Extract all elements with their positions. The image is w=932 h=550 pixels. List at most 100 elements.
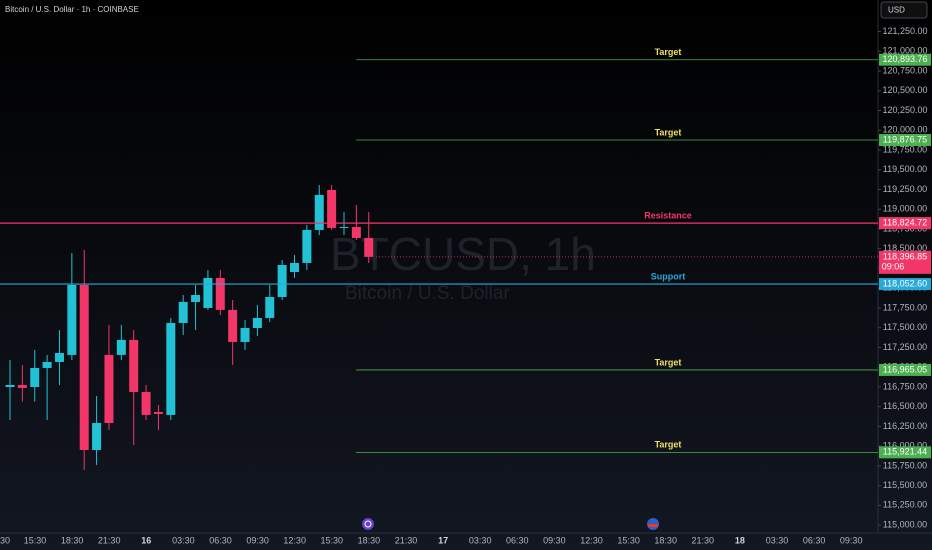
candle-body bbox=[364, 237, 374, 257]
candle-body bbox=[104, 354, 114, 424]
price-badge bbox=[879, 217, 931, 230]
x-tick-label: 03:30 bbox=[469, 535, 492, 545]
candle-body bbox=[67, 284, 77, 355]
x-tick-label: 30 bbox=[0, 535, 10, 545]
price-badge bbox=[879, 363, 931, 376]
candle-body bbox=[240, 328, 250, 342]
price-badge-label: 115,921.44 bbox=[883, 447, 927, 457]
x-tick-label: 21:30 bbox=[98, 535, 121, 545]
x-tick-label: 18:30 bbox=[61, 535, 84, 545]
candle-body bbox=[265, 296, 275, 318]
price-badge bbox=[879, 53, 931, 66]
candle-body bbox=[141, 391, 151, 415]
candle-body bbox=[166, 322, 176, 415]
candle-body bbox=[203, 277, 213, 308]
y-tick-label: 121,000.00 bbox=[882, 46, 927, 56]
candle-body bbox=[129, 339, 139, 392]
price-badge bbox=[879, 134, 931, 147]
candle-body bbox=[17, 384, 27, 388]
level-label: Support bbox=[651, 271, 686, 281]
candle-body bbox=[116, 339, 126, 355]
x-tick-label: 03:30 bbox=[172, 535, 195, 545]
x-tick-label: 03:30 bbox=[766, 535, 789, 545]
y-tick-label: 115,500.00 bbox=[883, 480, 927, 490]
x-tick-label: 12:30 bbox=[580, 535, 603, 545]
watermark-title: BTCUSD, 1h bbox=[330, 228, 596, 280]
y-tick-label: 119,500.00 bbox=[883, 164, 927, 174]
x-tick-label: 06:30 bbox=[803, 535, 826, 545]
last-price-badge bbox=[879, 250, 931, 274]
y-tick-label: 117,500.00 bbox=[883, 322, 927, 332]
candle-body bbox=[228, 309, 238, 342]
candle-body bbox=[79, 284, 89, 451]
price-badge bbox=[879, 278, 931, 291]
x-tick-label: 06:30 bbox=[506, 535, 529, 545]
price-badge-label: 116,965.05 bbox=[883, 364, 927, 374]
x-tick-label: 09:30 bbox=[543, 535, 566, 545]
price-badge-label: 119,876.75 bbox=[883, 134, 927, 144]
y-tick-label: 119,000.00 bbox=[883, 204, 927, 214]
x-tick-label: 17 bbox=[438, 535, 448, 545]
price-badge bbox=[879, 446, 931, 459]
y-tick-label: 121,250.00 bbox=[882, 26, 927, 36]
x-tick-label: 09:30 bbox=[840, 535, 863, 545]
y-tick-label: 119,250.00 bbox=[883, 184, 927, 194]
candle-body bbox=[302, 229, 312, 263]
watermark-subtitle: Bitcoin / U.S. Dollar bbox=[345, 283, 510, 304]
x-tick-label: 16 bbox=[141, 535, 151, 545]
candle-body bbox=[54, 352, 64, 362]
x-tick-label: 21:30 bbox=[692, 535, 715, 545]
candle-body bbox=[314, 194, 324, 230]
x-tick-label: 15:30 bbox=[24, 535, 47, 545]
currency-label[interactable]: USD bbox=[888, 6, 905, 15]
y-tick-label: 116,750.00 bbox=[883, 381, 927, 391]
price-badge-label: 118,824.72 bbox=[883, 217, 927, 227]
y-tick-label: 117,750.00 bbox=[883, 302, 927, 312]
x-tick-label: 09:30 bbox=[246, 535, 269, 545]
y-tick-label: 115,750.00 bbox=[883, 460, 927, 470]
y-tick-label: 116,000.00 bbox=[883, 441, 927, 451]
candle-body bbox=[191, 295, 201, 302]
level-label: Target bbox=[655, 357, 682, 367]
candle-body bbox=[277, 264, 287, 297]
last-price-label: 118,396.85 bbox=[883, 251, 927, 261]
y-tick-label: 116,250.00 bbox=[883, 421, 927, 431]
event-icon[interactable] bbox=[362, 518, 374, 530]
y-tick-label: 115,000.00 bbox=[883, 519, 927, 529]
x-tick-label: 18:30 bbox=[654, 535, 677, 545]
y-tick-label: 118,500.00 bbox=[883, 243, 927, 253]
level-label: Target bbox=[655, 47, 682, 57]
countdown-label: 09:06 bbox=[882, 261, 905, 271]
x-tick-label: 21:30 bbox=[395, 535, 418, 545]
candle-body bbox=[327, 189, 337, 228]
price-badge-label: 118,052.60 bbox=[883, 278, 927, 288]
y-tick-label: 119,750.00 bbox=[883, 144, 927, 154]
x-tick-label: 12:30 bbox=[283, 535, 306, 545]
candle-body bbox=[215, 277, 225, 310]
x-tick-label: 18:30 bbox=[358, 535, 381, 545]
candle-body bbox=[30, 367, 40, 387]
y-tick-label: 116,500.00 bbox=[883, 401, 927, 411]
flag-icon[interactable] bbox=[647, 518, 659, 530]
y-tick-label: 120,500.00 bbox=[882, 85, 927, 95]
y-tick-label: 117,250.00 bbox=[883, 342, 927, 352]
level-label: Target bbox=[655, 440, 682, 450]
level-label: Target bbox=[655, 127, 682, 137]
candle-body bbox=[5, 384, 15, 387]
candle-body bbox=[153, 412, 163, 415]
candle-body bbox=[339, 226, 349, 228]
candle-body bbox=[290, 262, 300, 273]
candle-body bbox=[92, 423, 102, 451]
price-badge-label: 120,893.76 bbox=[882, 54, 927, 64]
currency-button[interactable] bbox=[880, 1, 928, 19]
x-tick-label: 06:30 bbox=[209, 535, 232, 545]
chart-title: Bitcoin / U.S. Dollar · 1h · COINBASE bbox=[5, 5, 139, 14]
y-tick-label: 115,250.00 bbox=[883, 500, 927, 510]
x-tick-label: 15:30 bbox=[321, 535, 344, 545]
y-tick-label: 120,000.00 bbox=[882, 125, 927, 135]
candle-body bbox=[178, 301, 188, 323]
candle-body bbox=[252, 317, 262, 329]
